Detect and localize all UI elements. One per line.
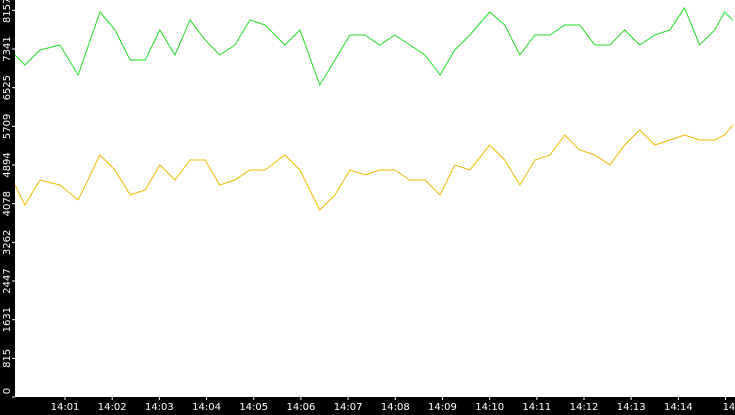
x-tick-label: 14:01 xyxy=(51,402,80,413)
y-tick-label: 7341 xyxy=(2,36,13,61)
y-tick-label: 5709 xyxy=(2,114,13,139)
y-tick-label: 6525 xyxy=(2,75,13,100)
series-line xyxy=(14,6,733,87)
x-tick-label: 14:07 xyxy=(334,402,363,413)
x-tick-label: 14:04 xyxy=(192,402,221,413)
x-tick-label: 14:02 xyxy=(98,402,127,413)
x-tick-label: 14:09 xyxy=(428,402,457,413)
x-tick-label: 14:03 xyxy=(145,402,174,413)
y-tick-label: 8157 xyxy=(2,0,13,23)
y-tick-label: 2447 xyxy=(2,268,13,293)
y-axis-strip xyxy=(0,0,15,415)
x-tick-label: 14:05 xyxy=(239,402,268,413)
x-tick-label: 14 xyxy=(723,402,735,413)
x-tick-label: 14:13 xyxy=(617,402,646,413)
y-tick-label: 4894 xyxy=(2,152,13,177)
x-axis-strip xyxy=(0,397,735,415)
y-tick-label: 3262 xyxy=(2,230,13,255)
y-tick-label: 1631 xyxy=(2,307,13,332)
x-tick-label: 14:11 xyxy=(522,402,551,413)
x-tick-label: 14:12 xyxy=(570,402,599,413)
y-tick-label: 0 xyxy=(2,388,13,394)
series-line xyxy=(14,124,734,211)
x-tick-label: 14:08 xyxy=(381,402,410,413)
y-tick-label: 4078 xyxy=(2,191,13,216)
y-tick-label: 815 xyxy=(2,349,13,368)
x-tick-label: 14:10 xyxy=(475,402,504,413)
x-tick-label: 14:06 xyxy=(287,402,316,413)
x-tick-label: 14:14 xyxy=(664,402,693,413)
